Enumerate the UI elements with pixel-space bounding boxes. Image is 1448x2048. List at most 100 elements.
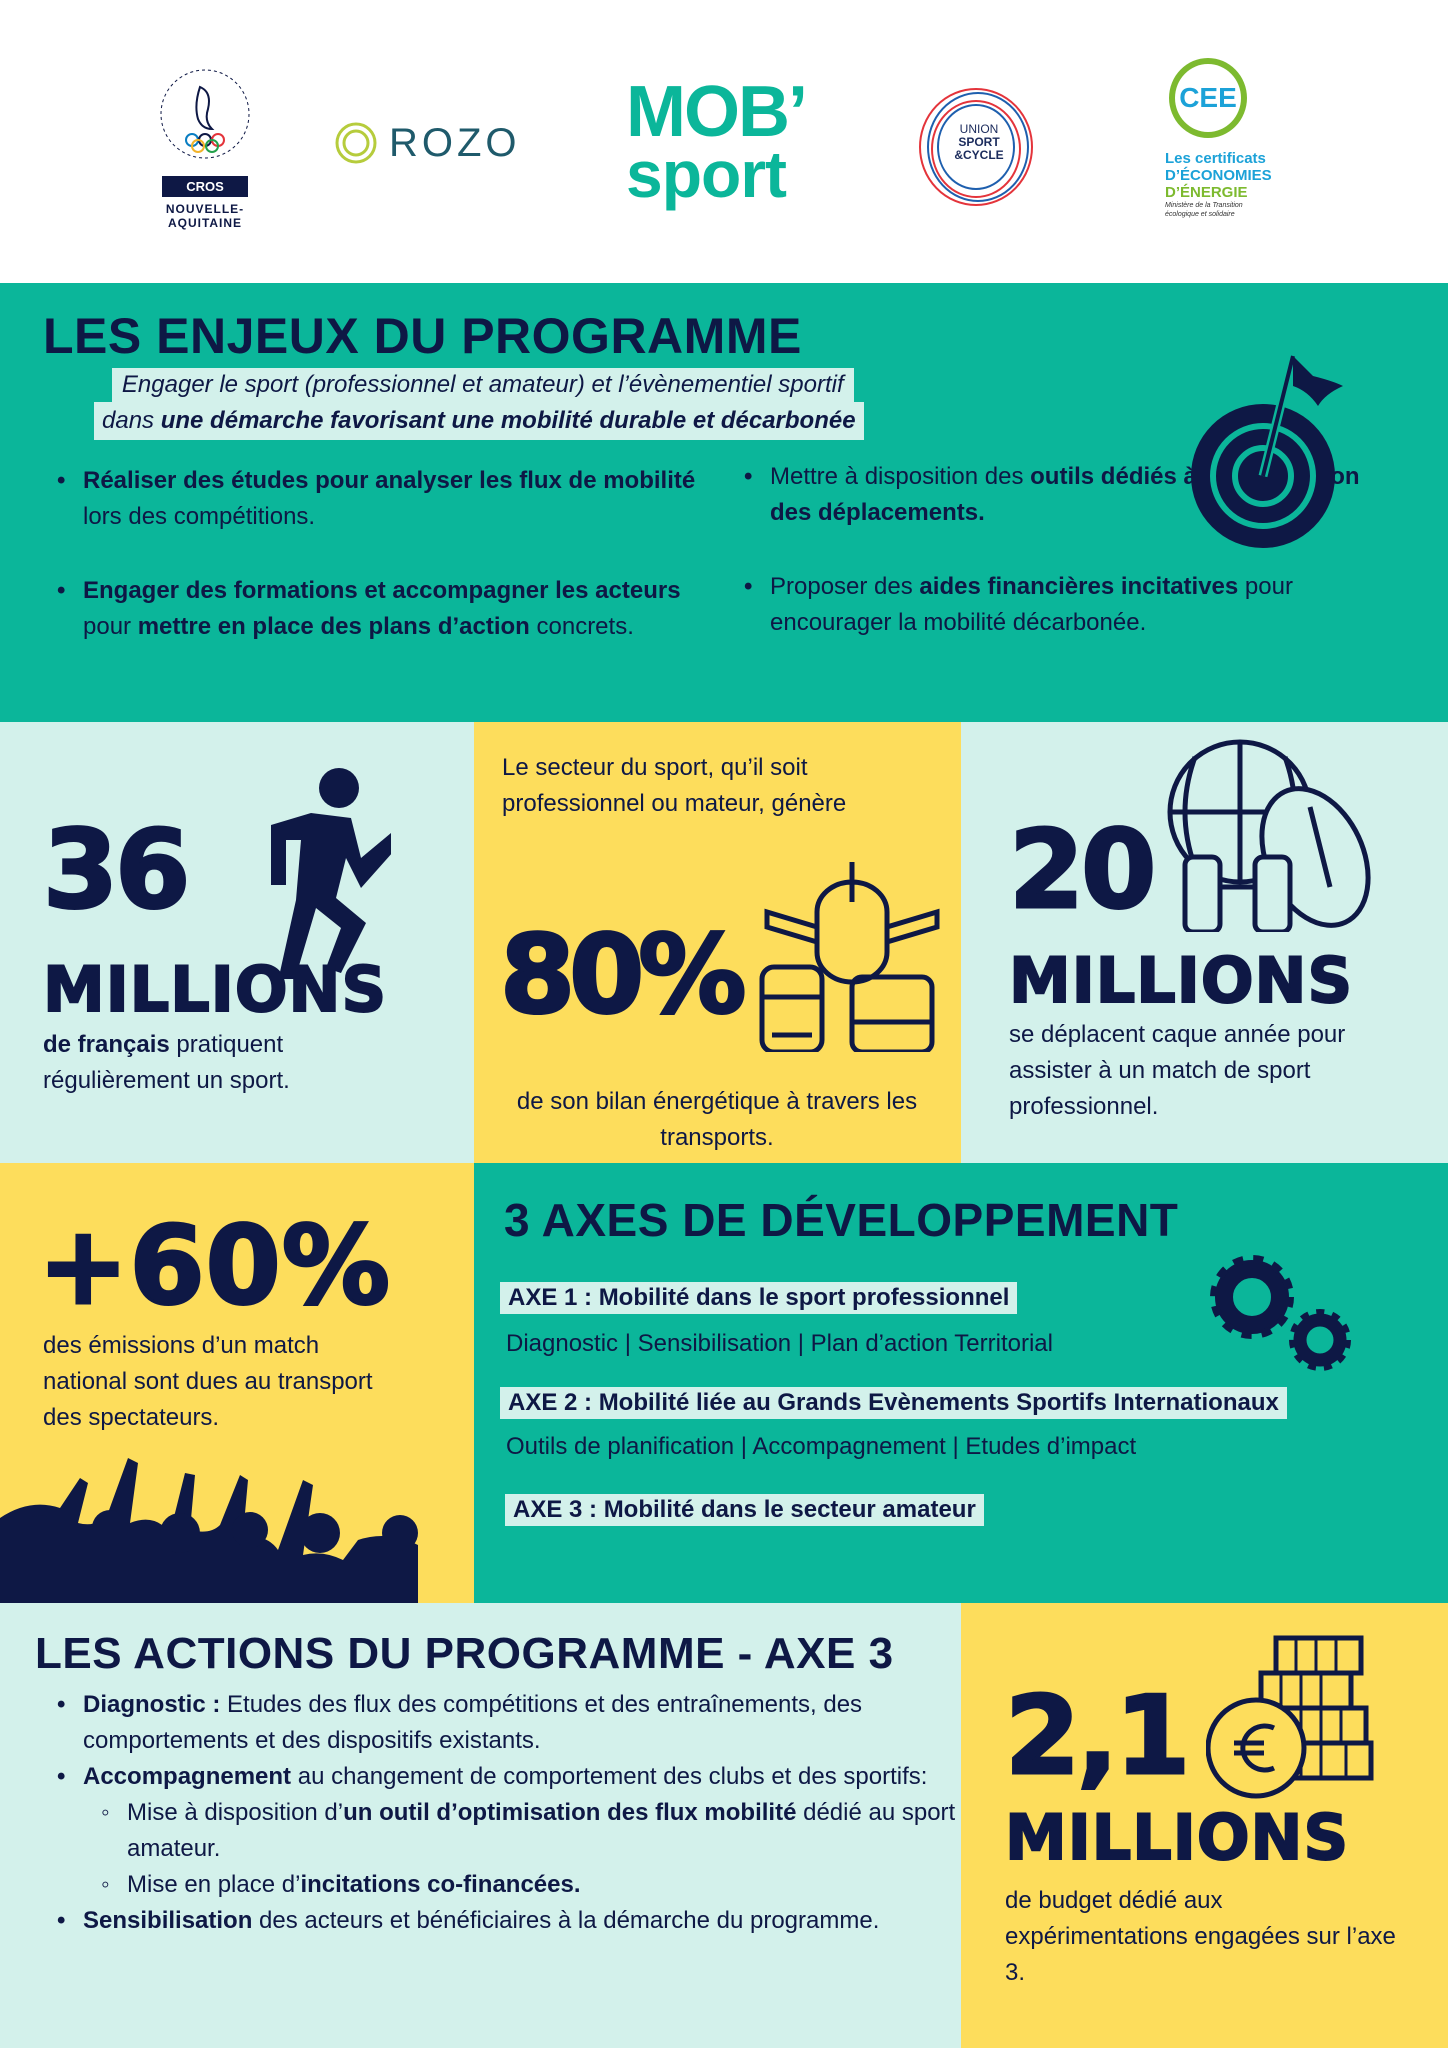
cee-badge: CEE (1169, 58, 1247, 138)
subtitle-bold: une démarche favorisant une mobilité dur… (160, 407, 856, 434)
axes-title: 3 AXES DE DÉVELOPPEMENT (504, 1194, 1179, 1246)
stat-number: 36 (41, 808, 191, 933)
union-line: UNION (959, 122, 999, 136)
axe-3-label: AXE 3 : Mobilité dans le secteur amateur (505, 1494, 984, 1526)
list-item: Sensibilisation des acteurs et bénéficia… (57, 1903, 957, 1939)
text: des acteurs et bénéficiaires à la démarc… (252, 1907, 880, 1934)
stat-number: 2,1 (1003, 1674, 1191, 1799)
bold-text: de français (43, 1031, 170, 1058)
list-item: Proposer des aides financières incitativ… (744, 569, 1404, 641)
cros-badge: CROS (162, 176, 248, 197)
sports-balls-icon (1167, 739, 1371, 932)
text: Proposer des (770, 573, 920, 600)
logo-bar: CROS NOUVELLE- AQUITAINE ROZO MOB’ sport… (0, 0, 1448, 283)
cee-badge-text: CEE (1179, 82, 1237, 113)
stat-60-percent: +60% des émissions d’un match national s… (0, 1163, 474, 1603)
cros-emblem-icon (160, 69, 250, 159)
actions-section: LES ACTIONS DU PROGRAMME - AXE 3 Diagnos… (0, 1603, 961, 2048)
enjeux-title: LES ENJEUX DU PROGRAMME (43, 308, 802, 364)
mobsport-line2: sport (626, 136, 787, 211)
cros-logo: CROS NOUVELLE- AQUITAINE (150, 62, 260, 230)
subtitle-plain: dans (102, 407, 161, 434)
cee-logo: CEE Les certificats D’ÉCONOMIES D’ÉNERGI… (1165, 58, 1273, 219)
crowd-icon (0, 1458, 418, 1603)
rozo-ring-icon (335, 122, 377, 164)
gears-icon (1210, 1255, 1351, 1371)
list-item: Diagnostic : Etudes des flux des compéti… (57, 1687, 957, 1759)
list-item: Engager des formations et accompagner le… (57, 573, 697, 645)
transport-icon (759, 862, 940, 1052)
bold-text: Sensibilisation (83, 1907, 253, 1934)
stat-20-millions: 20 MILLIONS se déplacent caque année pou… (961, 722, 1448, 1163)
cee-line: D’ÉCONOMIES (1165, 167, 1272, 184)
stat-description: de son bilan énergétique à travers les t… (516, 1088, 918, 1151)
text: pratiquent régulièrement un sport. (43, 1031, 290, 1094)
list-item: Réaliser des études pour analyser les fl… (57, 463, 697, 535)
stat-unit: MILLIONS (1008, 944, 1354, 1017)
text: au changement de comportement des clubs … (291, 1763, 928, 1790)
bold-text: incitations co-financées. (300, 1871, 581, 1898)
axe-2-detail: Outils de planification | Accompagnement… (506, 1433, 1137, 1460)
mobsport-line1: MOB’ (626, 72, 808, 152)
bold-text: un outil d’optimisation des flux mobilit… (343, 1799, 797, 1826)
text: dédié au sport amateur. (127, 1799, 956, 1862)
union-line: &CYCLE (954, 148, 1004, 162)
bold-text: mettre en place des plans d’action (137, 613, 530, 640)
text: Mise en place d’ (127, 1871, 301, 1898)
stat-intro: Le secteur du sport, qu’il soit professi… (502, 754, 847, 817)
bold-text: aides financières incitatives (919, 573, 1239, 600)
cros-region: AQUITAINE (167, 216, 243, 230)
target-flag-icon (1191, 354, 1343, 548)
stat-description: de français pratiquent régulièrement un … (43, 1027, 363, 1099)
text: concrets. (529, 613, 634, 640)
bold-text: Diagnostic : (83, 1691, 221, 1718)
subtitle-line: dans une démarche favorisant une mobilit… (94, 402, 864, 440)
axe-2-label: AXE 2 : Mobilité liée au Grands Evènemen… (500, 1387, 1287, 1419)
euro-coins-icon (1206, 1635, 1374, 1799)
cros-region: NOUVELLE- (165, 202, 245, 216)
text: pour (83, 613, 138, 640)
bold-text: Accompagnement (83, 1763, 292, 1790)
cee-line: D’ÉNERGIE (1165, 184, 1248, 201)
bold-text: Engager des formations et accompagner le… (83, 577, 681, 604)
text: lors des compétitions. (83, 503, 316, 530)
bold-text: Réaliser des études pour analyser les fl… (83, 467, 696, 494)
list-item: Mise en place d’incitations co-financées… (57, 1867, 957, 1903)
stat-number: 20 (1007, 808, 1157, 933)
stat-36-millions: 36 MILLIONS de français pratiquent régul… (0, 722, 474, 1163)
stat-2-1-millions: 2,1 MILLIONS de budget dédié aux expérim… (961, 1603, 1448, 2048)
union-text: UNION SPORT &CYCLE (939, 123, 1019, 162)
runner-icon (271, 768, 391, 979)
list-item: Mise à disposition d’un outil d’optimisa… (57, 1795, 957, 1867)
subtitle-line: Engager le sport (professionnel et amate… (111, 368, 854, 402)
cee-line: Ministère de la Transition écologique et… (1165, 202, 1243, 218)
actions-title: LES ACTIONS DU PROGRAMME - AXE 3 (35, 1629, 894, 1678)
stat-number: +60% (37, 1204, 392, 1329)
cee-line: Les certificats (1165, 150, 1266, 167)
enjeux-section: LES ENJEUX DU PROGRAMME Engager le sport… (0, 283, 1448, 722)
stat-unit: MILLIONS (42, 953, 388, 1026)
axe-1-detail: Diagnostic | Sensibilisation | Plan d’ac… (506, 1330, 1053, 1357)
text: Etudes des flux des compétitions et des … (83, 1691, 863, 1754)
rozo-logo: ROZO (333, 120, 521, 166)
rozo-name: ROZO (389, 120, 521, 165)
enjeux-left-bullets: Réaliser des études pour analyser les fl… (57, 463, 697, 683)
list-item: Accompagnement au changement de comporte… (57, 1759, 957, 1795)
actions-bullets: Diagnostic : Etudes des flux des compéti… (57, 1687, 957, 1939)
axe-1-label: AXE 1 : Mobilité dans le sport professio… (500, 1282, 1018, 1314)
union-sport-cycle-logo: UNION SPORT &CYCLE (914, 85, 1044, 210)
stat-80-percent: Le secteur du sport, qu’il soit professi… (474, 722, 961, 1163)
stat-unit: MILLIONS (1004, 1801, 1350, 1874)
stat-description: des émissions d’un match national sont d… (43, 1332, 373, 1431)
text: pour encourager la mobilité décarbonée. (770, 573, 1293, 636)
axes-section: 3 AXES DE DÉVELOPPEMENT AXE 1 : Mobilité… (474, 1163, 1448, 1603)
union-line: SPORT (958, 135, 1000, 149)
text: Mise à disposition d’ (127, 1799, 344, 1826)
union-rings-icon (919, 88, 1033, 206)
mobsport-logo: MOB’ sport (626, 72, 808, 211)
text: Mettre à disposition des (770, 463, 1031, 490)
stat-description: de budget dédié aux expérimentations eng… (1005, 1887, 1396, 1986)
enjeux-subtitle: Engager le sport (professionnel et amate… (94, 368, 864, 440)
stat-number: 80% (499, 913, 748, 1038)
stat-description: se déplacent caque année pour assister à… (1009, 1021, 1346, 1120)
